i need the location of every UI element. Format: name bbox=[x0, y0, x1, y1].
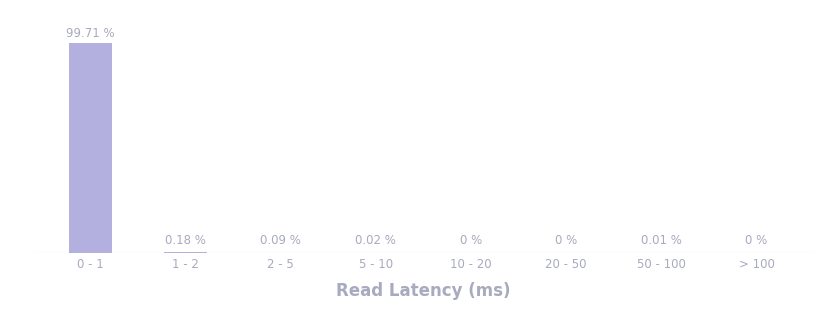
Text: 0.01 %: 0.01 % bbox=[641, 235, 681, 248]
Bar bbox=[164, 252, 207, 253]
X-axis label: Read Latency (ms): Read Latency (ms) bbox=[336, 282, 510, 300]
Text: 99.71 %: 99.71 % bbox=[66, 27, 115, 40]
Text: 0 %: 0 % bbox=[460, 235, 482, 248]
Text: 0.09 %: 0.09 % bbox=[260, 235, 301, 248]
Text: 0 %: 0 % bbox=[555, 235, 577, 248]
Text: 0.18 %: 0.18 % bbox=[165, 235, 206, 248]
Bar bbox=[69, 43, 111, 253]
Text: 0.02 %: 0.02 % bbox=[355, 235, 396, 248]
Text: 0 %: 0 % bbox=[745, 235, 768, 248]
